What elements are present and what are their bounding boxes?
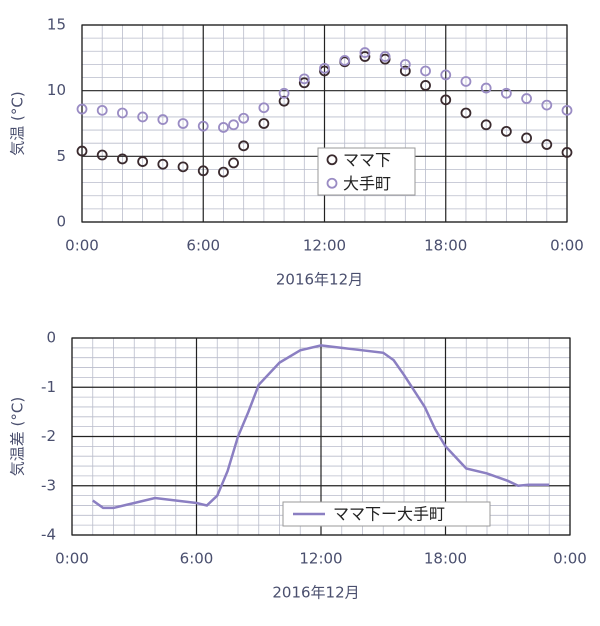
data-point: [218, 166, 229, 178]
data-point: [500, 87, 512, 99]
data-point: [399, 59, 411, 70]
data-point: [238, 112, 250, 124]
data-point: [76, 103, 88, 115]
data-point: [420, 80, 431, 91]
data-point: [460, 107, 472, 119]
y-tick-label: -4: [41, 526, 56, 544]
x-tick-label: 12:00: [303, 237, 346, 255]
legend-marker: [326, 177, 338, 189]
data-point: [521, 93, 532, 104]
x-tick-label: 0:00: [553, 550, 587, 568]
data-point: [197, 165, 209, 177]
data-point: [137, 156, 149, 167]
data-point: [521, 132, 532, 144]
data-point: [177, 161, 189, 173]
y-tick-label: -1: [41, 378, 56, 396]
data-point: [157, 158, 169, 170]
data-point: [228, 119, 239, 131]
data-point: [339, 55, 351, 66]
data-point: [420, 65, 431, 77]
data-point: [319, 62, 330, 74]
plot-frame: [71, 337, 571, 536]
data-point: [137, 111, 149, 123]
legend-label: 大手町: [343, 174, 391, 193]
x-tick-label: 6:00: [186, 237, 220, 255]
y-tick-label: -3: [41, 476, 56, 494]
data-point: [238, 140, 250, 152]
data-point: [197, 120, 209, 132]
data-point: [379, 51, 391, 62]
x-tick-label: 18:00: [424, 237, 467, 255]
data-point: [541, 139, 553, 150]
data-point: [440, 94, 452, 106]
y-tick-label: 15: [47, 16, 66, 34]
x-tick-label: 0:00: [65, 237, 99, 255]
y-tick-label: 10: [47, 81, 66, 99]
data-point: [359, 47, 371, 58]
data-point: [541, 99, 553, 111]
legend-label: ママ下ー大手町: [333, 505, 445, 524]
data-point: [298, 77, 310, 89]
x-tick-label: 18:00: [424, 550, 467, 568]
data-point: [278, 95, 290, 107]
data-point: [96, 104, 108, 116]
y-tick-label: 0: [46, 329, 56, 347]
data-point: [258, 102, 270, 114]
data-point: [117, 107, 128, 119]
data-point: [258, 118, 270, 129]
plot-frame: [81, 24, 568, 223]
data-point: [500, 125, 512, 137]
data-point: [561, 146, 573, 158]
legend-marker: [326, 154, 338, 166]
y-axis-label: 気温 (°C): [9, 91, 27, 155]
data-line: [92, 344, 550, 510]
legend-label: ママ下: [343, 150, 391, 169]
data-point: [177, 118, 189, 129]
y-tick-label: 5: [56, 147, 66, 165]
data-point: [399, 65, 411, 77]
data-point: [117, 153, 128, 165]
data-point: [561, 104, 573, 116]
data-point: [480, 82, 492, 94]
x-axis-label: 2016年12月: [272, 584, 359, 602]
x-tick-label: 6:00: [180, 550, 214, 568]
data-point: [278, 87, 290, 99]
y-tick-label: -2: [41, 427, 56, 445]
data-point: [480, 119, 492, 131]
y-axis-label: 気温差 (°C): [9, 397, 27, 476]
data-point: [218, 122, 229, 133]
data-point: [298, 73, 310, 85]
x-axis-label: 2016年12月: [276, 271, 363, 289]
data-point: [96, 149, 108, 161]
data-point: [440, 69, 452, 81]
data-point: [76, 145, 88, 157]
x-tick-label: 0:00: [550, 237, 584, 255]
x-tick-label: 0:00: [55, 550, 89, 568]
x-tick-label: 12:00: [299, 550, 342, 568]
data-point: [157, 114, 169, 125]
data-point: [460, 76, 472, 87]
y-tick-label: 0: [56, 213, 66, 231]
data-point: [359, 51, 371, 62]
data-point: [228, 157, 239, 169]
